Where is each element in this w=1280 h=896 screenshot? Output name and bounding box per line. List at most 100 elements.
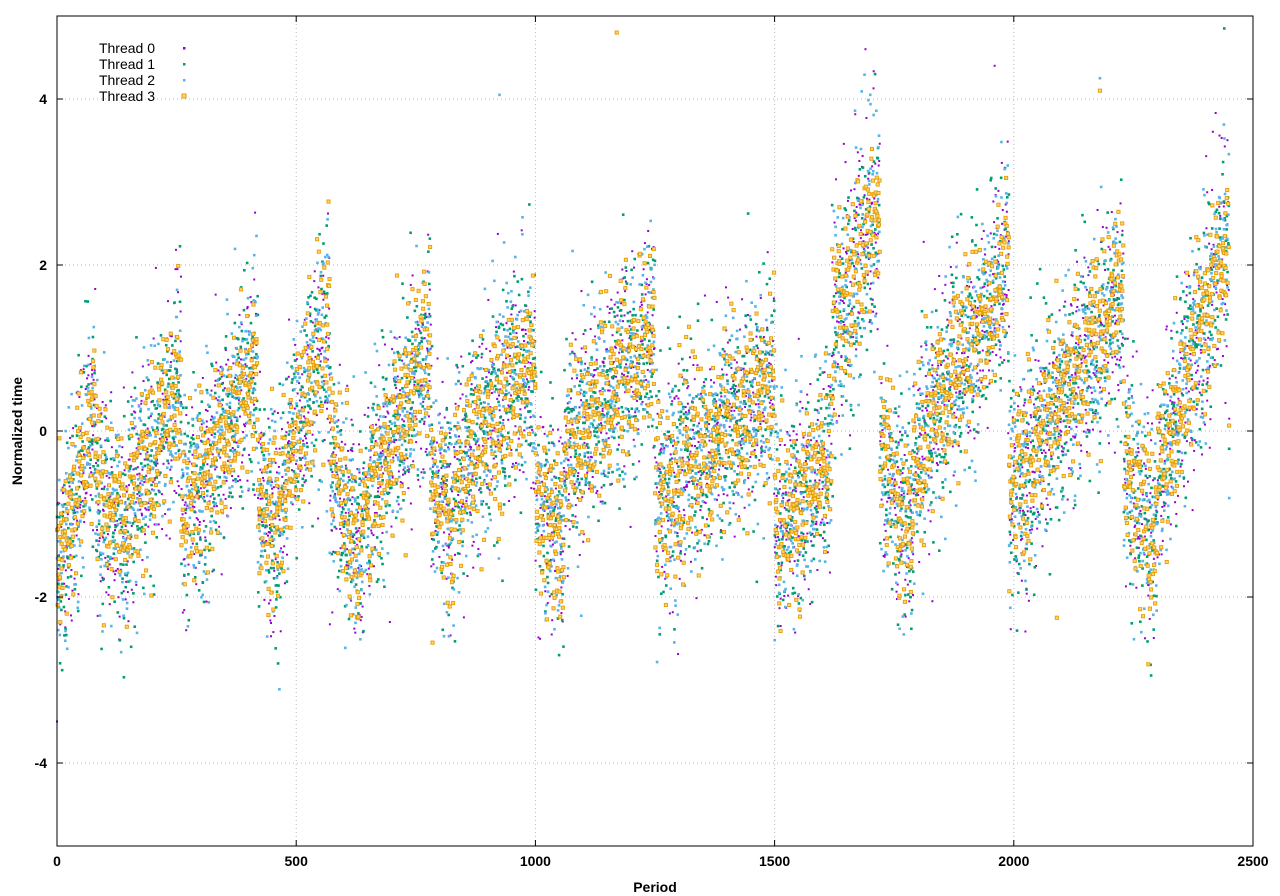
data-point (295, 556, 299, 560)
data-point (1175, 427, 1178, 430)
data-point (311, 423, 314, 426)
data-point (725, 373, 728, 376)
data-point (594, 335, 597, 338)
data-point (139, 452, 142, 455)
data-point (344, 467, 348, 470)
data-point (381, 531, 384, 534)
data-point (472, 566, 475, 569)
data-point (628, 336, 631, 339)
data-point (515, 397, 518, 400)
data-point (462, 616, 465, 619)
data-point (561, 442, 564, 445)
data-point (1059, 429, 1062, 432)
data-point (435, 533, 439, 536)
data-point (316, 347, 319, 350)
data-point (575, 377, 578, 380)
data-point (299, 388, 302, 392)
data-point (125, 573, 129, 577)
data-point (510, 307, 514, 311)
data-point (421, 384, 424, 387)
data-point (931, 374, 934, 377)
data-point (910, 568, 913, 571)
data-point (431, 470, 434, 473)
data-point (833, 221, 836, 224)
data-point (651, 332, 654, 335)
data-point (105, 417, 108, 420)
data-point (384, 378, 388, 381)
data-point (278, 572, 281, 575)
data-point (650, 375, 653, 378)
data-point (239, 495, 243, 498)
data-point (849, 280, 852, 283)
data-point (442, 531, 445, 534)
data-point (1003, 293, 1006, 296)
data-point (918, 560, 921, 563)
data-point (351, 450, 354, 453)
data-point (571, 525, 575, 528)
data-point (251, 391, 255, 395)
data-point (715, 400, 718, 403)
data-point (1134, 557, 1137, 560)
data-point (866, 233, 869, 236)
data-point (773, 546, 776, 549)
data-point (646, 311, 649, 314)
data-point (420, 471, 423, 474)
data-point (196, 518, 199, 521)
data-point (110, 391, 113, 394)
data-point (462, 572, 465, 575)
data-point (453, 446, 456, 449)
data-point (269, 599, 272, 602)
data-point (549, 381, 552, 384)
data-point (140, 402, 143, 405)
data-point (544, 590, 547, 593)
data-point (1168, 377, 1171, 380)
data-point (111, 557, 114, 560)
data-point (125, 490, 128, 493)
data-point (1219, 214, 1222, 217)
data-point (267, 531, 270, 534)
data-point (274, 558, 277, 561)
data-point (733, 390, 736, 393)
data-point (325, 336, 328, 339)
data-point (753, 449, 756, 452)
data-point (327, 212, 330, 215)
data-point (373, 547, 376, 551)
data-point (206, 480, 210, 483)
data-point (564, 424, 567, 427)
data-point (393, 441, 396, 444)
data-point (203, 430, 206, 433)
data-point (592, 375, 595, 378)
data-point (656, 412, 659, 415)
data-point (655, 486, 658, 489)
data-point (477, 454, 481, 458)
data-point (884, 553, 887, 556)
data-point (337, 419, 340, 422)
data-point (323, 401, 326, 404)
data-point (428, 288, 431, 291)
data-point (90, 471, 93, 474)
data-point (506, 431, 510, 435)
data-point (566, 574, 569, 577)
data-point (478, 345, 481, 348)
data-point (288, 318, 291, 321)
data-point (301, 456, 304, 459)
data-point (451, 490, 454, 493)
data-point (223, 471, 226, 474)
data-point (447, 613, 451, 617)
data-point (321, 439, 325, 443)
data-point (584, 362, 587, 365)
data-point (253, 382, 257, 385)
data-point (126, 591, 129, 594)
data-point (1209, 418, 1212, 421)
data-point (87, 383, 90, 386)
data-point (755, 335, 758, 338)
data-point (1123, 460, 1126, 463)
data-point (799, 491, 802, 494)
data-point (73, 577, 76, 580)
data-point (1011, 416, 1014, 419)
data-point (955, 391, 958, 394)
data-point (515, 448, 518, 452)
data-point (89, 494, 92, 497)
data-point (508, 475, 511, 478)
data-point (119, 568, 122, 571)
